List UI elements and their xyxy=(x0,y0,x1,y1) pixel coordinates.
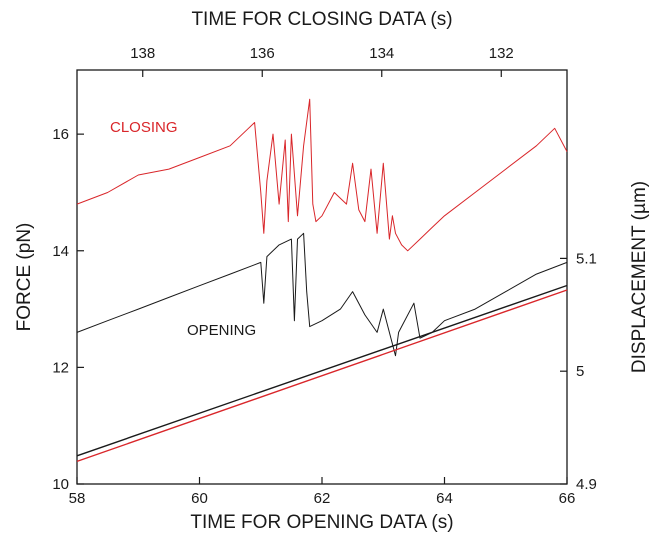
right-axis-title: DISPLACEMENT (µm) xyxy=(629,181,650,373)
y-tick-label: 14 xyxy=(52,243,69,260)
y-tick-label: 10 xyxy=(52,476,69,493)
x2-tick-label: 134 xyxy=(369,45,394,62)
opening-force-line xyxy=(76,232,568,357)
series-layer xyxy=(76,98,568,463)
x-tick-label: 58 xyxy=(69,490,86,507)
x-tick-label: 62 xyxy=(314,490,331,507)
y2-tick-label: 5.1 xyxy=(576,250,597,267)
closing-force-line xyxy=(76,98,568,252)
bottom-axis-title: TIME FOR OPENING DATA (s) xyxy=(190,512,453,533)
y-tick-label: 12 xyxy=(52,359,69,376)
closing-displacement-line xyxy=(76,289,568,463)
x2-tick-label: 138 xyxy=(130,45,155,62)
x2-tick-label: 132 xyxy=(489,45,514,62)
top-axis-title: TIME FOR CLOSING DATA (s) xyxy=(191,9,452,30)
y-tick-label: 16 xyxy=(52,126,69,143)
opening-displacement-line xyxy=(76,284,568,457)
x-tick-label: 60 xyxy=(191,490,208,507)
closing-label: CLOSING xyxy=(110,119,178,136)
y2-tick-label: 4.9 xyxy=(576,476,597,493)
tick-layer: 58 60 62 64 66 138 136 134 132 10 12 14 16 4.9 5 5.1 xyxy=(52,45,597,507)
x-tick-label: 66 xyxy=(559,490,576,507)
left-axis-title: FORCE (pN) xyxy=(14,223,35,332)
x2-tick-label: 136 xyxy=(250,45,275,62)
opening-label: OPENING xyxy=(187,322,256,339)
y2-tick-label: 5 xyxy=(576,363,584,380)
x-tick-label: 64 xyxy=(436,490,453,507)
